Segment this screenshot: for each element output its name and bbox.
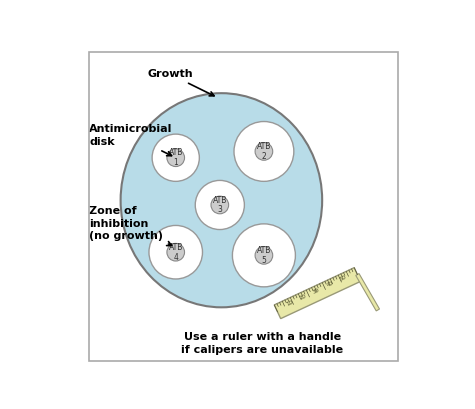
Circle shape [167, 243, 185, 261]
Text: ATB
3: ATB 3 [213, 196, 227, 214]
Polygon shape [274, 267, 361, 319]
Circle shape [195, 180, 244, 229]
Ellipse shape [121, 93, 322, 307]
Polygon shape [356, 274, 380, 311]
Text: 10: 10 [285, 299, 294, 307]
Text: 40: 40 [326, 281, 334, 288]
Circle shape [211, 196, 228, 214]
Circle shape [232, 224, 295, 287]
Text: ATB
2: ATB 2 [256, 142, 271, 161]
Text: Growth: Growth [147, 69, 214, 96]
Circle shape [167, 149, 185, 166]
Text: ATB
4: ATB 4 [169, 243, 183, 262]
Text: Use a ruler with a handle
if calipers are unavailable: Use a ruler with a handle if calipers ar… [181, 332, 343, 355]
Circle shape [255, 143, 273, 160]
Text: Zone of
inhibition
(no growth): Zone of inhibition (no growth) [89, 207, 171, 245]
Circle shape [234, 121, 294, 181]
Circle shape [149, 225, 202, 279]
Circle shape [152, 134, 200, 181]
Circle shape [255, 247, 273, 264]
Text: 50: 50 [339, 274, 348, 282]
Text: 20: 20 [299, 293, 307, 301]
Text: ATB
5: ATB 5 [256, 246, 271, 265]
Text: ATB
1: ATB 1 [169, 148, 183, 167]
Text: 30: 30 [312, 287, 321, 294]
Text: Antimicrobial
disk: Antimicrobial disk [89, 124, 172, 156]
